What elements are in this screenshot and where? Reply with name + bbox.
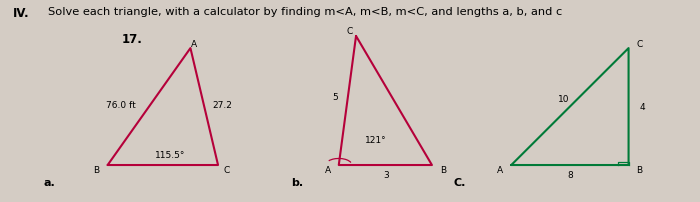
Text: 5: 5 — [332, 93, 338, 101]
Text: 10: 10 — [557, 95, 569, 103]
Text: 76.0 ft: 76.0 ft — [106, 101, 136, 109]
Text: B: B — [440, 165, 446, 174]
Text: 115.5°: 115.5° — [155, 151, 185, 160]
Text: C: C — [636, 40, 643, 49]
Text: b.: b. — [291, 177, 303, 187]
Text: A: A — [191, 40, 197, 49]
Text: 3: 3 — [383, 170, 389, 179]
Text: A: A — [497, 165, 503, 174]
Text: 8: 8 — [568, 170, 573, 179]
Text: C: C — [224, 165, 230, 174]
Text: A: A — [325, 165, 331, 174]
Text: C: C — [346, 27, 352, 36]
Text: a.: a. — [43, 177, 55, 187]
Text: IV.: IV. — [13, 7, 29, 20]
Text: C.: C. — [454, 177, 466, 187]
Text: 121°: 121° — [365, 136, 386, 145]
Text: B: B — [94, 165, 99, 174]
Text: 17.: 17. — [121, 33, 142, 46]
Text: Solve each triangle, with a calculator by finding m<A, m<B, m<C, and lengths a, : Solve each triangle, with a calculator b… — [48, 7, 562, 17]
Text: B: B — [636, 165, 643, 174]
Text: 27.2: 27.2 — [213, 101, 232, 109]
Text: 4: 4 — [640, 103, 645, 112]
